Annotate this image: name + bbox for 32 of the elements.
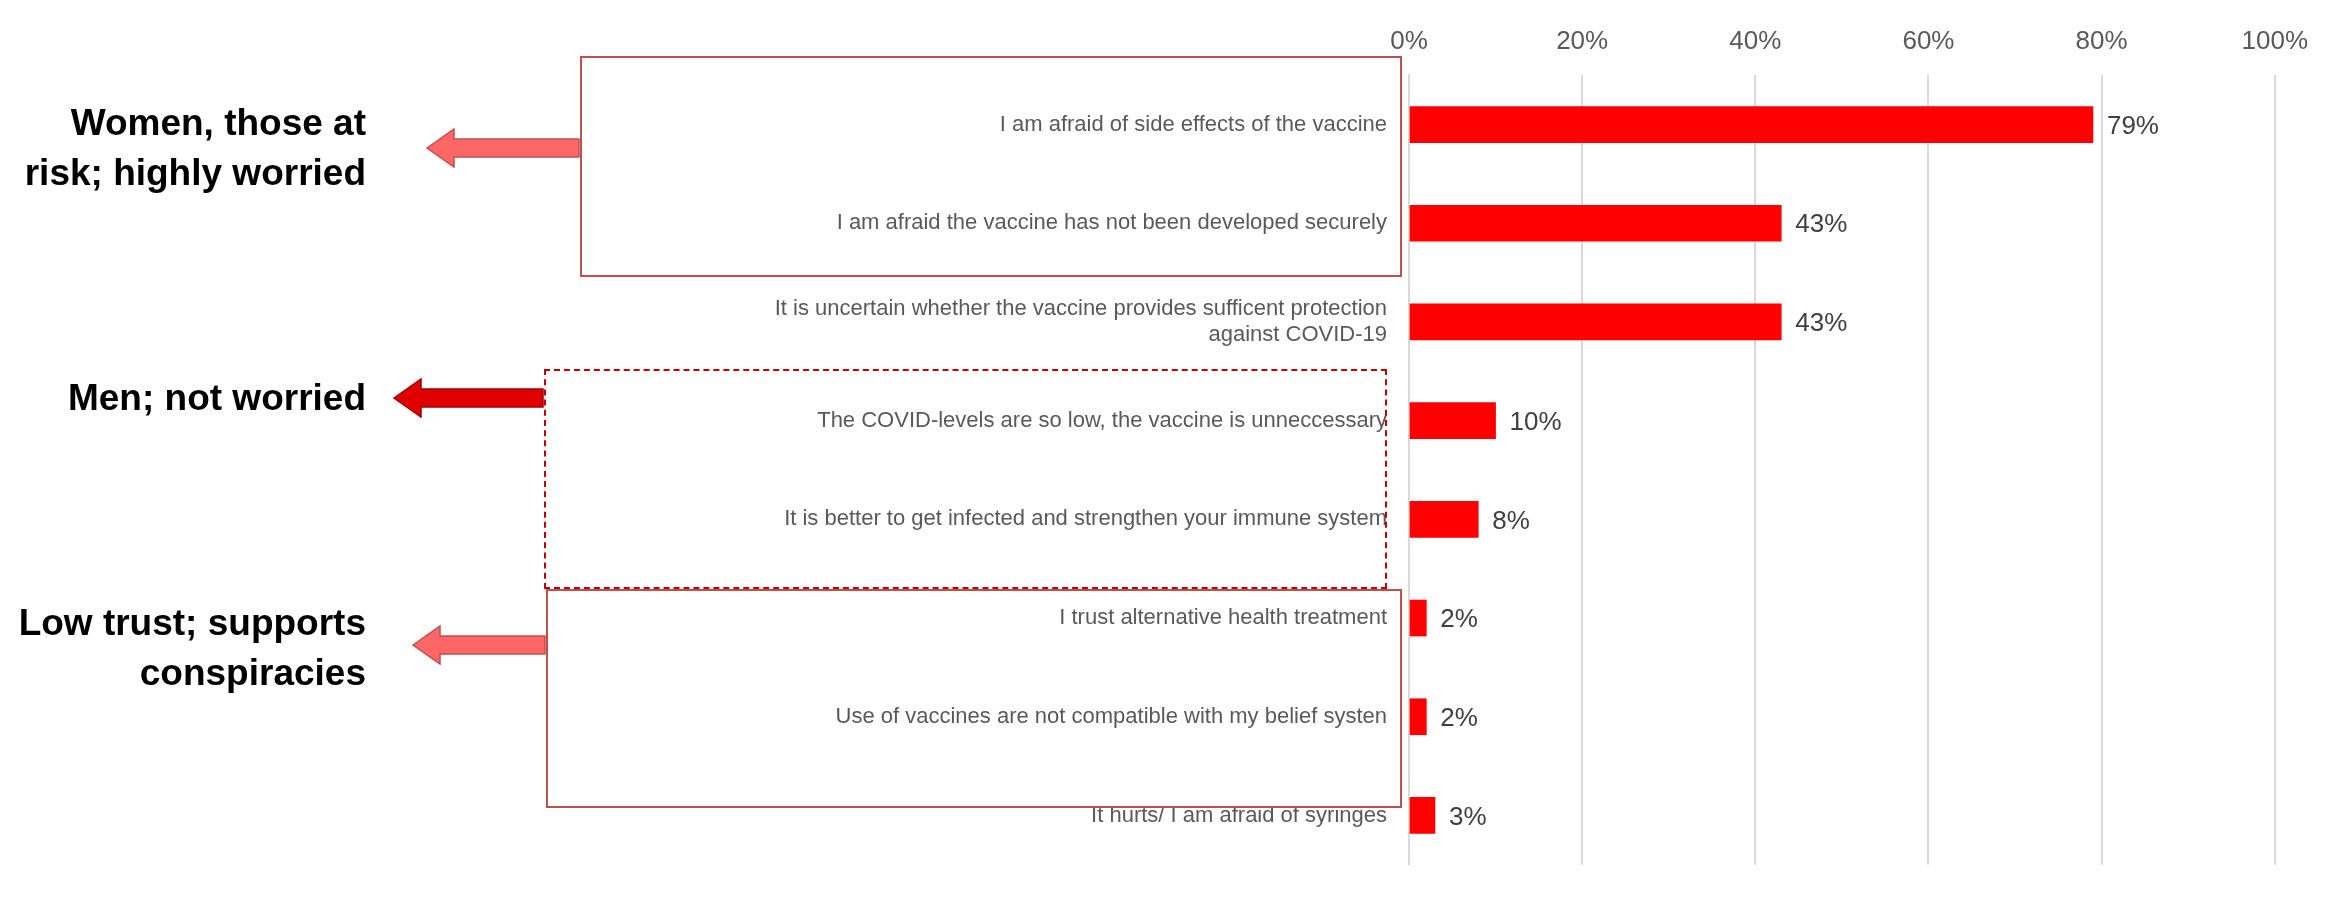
bar	[1409, 204, 1782, 242]
text: Men; not worried	[66, 376, 366, 420]
data-label: 43%	[1795, 307, 1848, 338]
data-label: 3%	[1448, 800, 1487, 831]
x-tick-label: 100%	[2241, 24, 2308, 55]
x-tick-label: 80%	[2075, 24, 2128, 55]
y-tick-label: I trust alternative health treatment	[1059, 604, 1387, 630]
x-tick-label: 60%	[1902, 24, 1955, 55]
text: Women, those at risk; highly worried	[23, 101, 366, 195]
data-label: 43%	[1795, 208, 1848, 239]
bar	[1409, 402, 1496, 439]
data-label: 10%	[1509, 405, 1562, 436]
x-tick-label: 0%	[1390, 24, 1428, 55]
data-label: 2%	[1440, 701, 1478, 732]
data-label: 2%	[1440, 603, 1478, 634]
y-tick-label: I am afraid of side effects of the vaccine	[999, 110, 1387, 136]
data-label: 79%	[2106, 109, 2159, 140]
bar	[1409, 501, 1479, 538]
bar	[1409, 599, 1427, 637]
data-label: 8%	[1492, 504, 1530, 535]
y-tick-label: Use of vaccines are not compatible with my belief systen	[835, 702, 1387, 728]
bar	[1409, 106, 2094, 143]
y-tick-label: The COVID-levels are so low, the vaccine is unneccessary	[817, 406, 1387, 432]
x-tick-label: 20%	[1556, 24, 1609, 55]
y-tick-label: It is better to get infected and strengthen your immune system	[784, 505, 1387, 531]
bar	[1409, 303, 1782, 341]
x-tick-label: 40%	[1729, 24, 1782, 55]
y-tick-label: I am afraid the vaccine has not been developed securely	[836, 209, 1387, 235]
bar	[1409, 698, 1427, 736]
text: Low trust; supports conspiracies	[17, 601, 366, 695]
y-tick-label: It is uncertain whether the vaccine provides sufficent protection against COVID-19	[774, 294, 1387, 347]
bar	[1409, 797, 1436, 834]
